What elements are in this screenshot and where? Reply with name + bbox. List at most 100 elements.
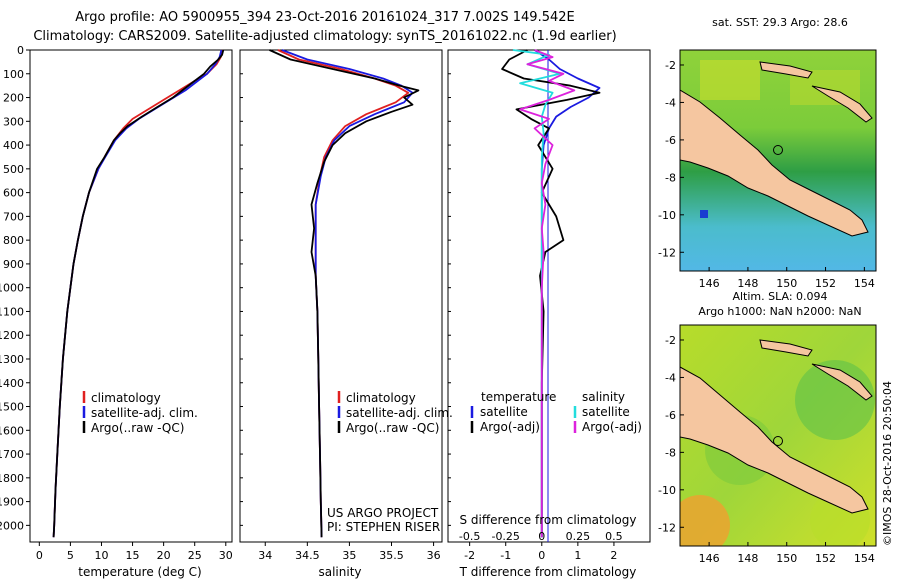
x-tick-label: -2 xyxy=(464,549,475,562)
sst-patch xyxy=(700,60,760,100)
temperature-legend-clim: climatology xyxy=(91,391,161,405)
salinity-axis-label: salinity xyxy=(318,565,361,579)
difference-legend-sal-sat: satellite xyxy=(582,405,630,419)
sst-patch xyxy=(700,210,708,218)
sst-map xyxy=(680,50,876,271)
x-tick-label: 20 xyxy=(157,549,171,562)
map-y-tick-label: -10 xyxy=(658,209,676,222)
map-x-tick-label: 152 xyxy=(815,277,836,290)
temperature-axes: 0100200300400500600700800900100011001200… xyxy=(0,44,233,562)
sla-map-frame xyxy=(679,324,877,547)
sst-island xyxy=(759,61,813,79)
y-tick-label: 200 xyxy=(3,92,24,105)
y-tick-label: 0 xyxy=(17,44,24,57)
difference-legend-temp-argo: Argo(-adj) xyxy=(480,420,540,434)
x-tick-label: 0 xyxy=(36,549,43,562)
map-x-tick-label: 148 xyxy=(737,552,758,565)
map-y-tick-label: -12 xyxy=(658,246,676,259)
difference-axes: -2 -1 0 1 2 -0.5 -0.25 0 0.25 0.5 xyxy=(448,49,623,562)
x-tick-label: 35 xyxy=(342,549,356,562)
figure-title-line2: Climatology: CARS2009. Satellite-adjuste… xyxy=(33,29,617,44)
temperature-legend: climatology satellite-adj. clim. Argo(..… xyxy=(82,391,198,435)
series-line-salinity-argo-adj- xyxy=(519,49,576,538)
map-y-tick-label: -2 xyxy=(665,334,676,347)
map-x-tick-label: 146 xyxy=(699,552,720,565)
temperature-legend-argo: Argo(..raw -QC) xyxy=(91,421,184,435)
y-tick-label: 1900 xyxy=(0,496,24,509)
x-tick-label: 34.5 xyxy=(295,549,320,562)
y-tick-label: 1000 xyxy=(0,282,24,295)
temperature-axis-label: temperature (deg C) xyxy=(78,565,201,579)
y-tick-label: 400 xyxy=(3,139,24,152)
series-line-temperature-argo-adj- xyxy=(501,49,601,538)
map-y-tick-label: -4 xyxy=(665,96,676,109)
salinity-panel-frame xyxy=(239,49,443,543)
y-tick-label: 1500 xyxy=(0,401,24,414)
y-tick-label: 500 xyxy=(3,163,24,176)
sst-map-title: sat. SST: 29.3 Argo: 28.6 xyxy=(712,16,848,29)
y-tick-label: 1200 xyxy=(0,329,24,342)
sla-map-axes: 146 148 150 152 154 -2 -4 -6 -8 -10 -12 xyxy=(658,334,875,565)
sla-map-subtitle: Argo h1000: NaN h2000: NaN xyxy=(698,305,861,318)
salinity-legend: climatology satellite-adj. clim. Argo(..… xyxy=(337,391,453,435)
y-tick-label: 1100 xyxy=(0,305,24,318)
x-tick-label: 25 xyxy=(188,549,202,562)
series-line-argo-raw-qc- xyxy=(52,49,225,538)
top-tick-label: 0 xyxy=(538,530,545,543)
y-tick-label: 1800 xyxy=(0,472,24,485)
sla-land-png xyxy=(680,366,869,514)
x-tick-label: 0 xyxy=(538,549,545,562)
project-credit: US ARGO PROJECT xyxy=(327,506,439,520)
x-tick-label: -1 xyxy=(500,549,511,562)
map-x-tick-label: 146 xyxy=(699,277,720,290)
sst-map-axes: 146 148 150 152 154 -2 -4 -6 -8 -10 -12 xyxy=(658,59,875,290)
series-line-satellite-adj-clim- xyxy=(52,49,223,538)
map-y-tick-label: -6 xyxy=(665,409,676,422)
map-y-tick-label: -2 xyxy=(665,59,676,72)
sst-land-png xyxy=(680,89,869,237)
y-tick-label: 700 xyxy=(3,210,24,223)
map-x-tick-label: 148 xyxy=(737,277,758,290)
y-tick-label: 100 xyxy=(3,68,24,81)
top-tick-label: 0.5 xyxy=(605,530,623,543)
top-tick-label: -0.5 xyxy=(459,530,480,543)
x-tick-label: 30 xyxy=(219,549,233,562)
y-tick-label: 600 xyxy=(3,187,24,200)
map-y-tick-label: -8 xyxy=(665,171,676,184)
y-tick-label: 300 xyxy=(3,115,24,128)
x-tick-label: 36 xyxy=(427,549,441,562)
sla-blob xyxy=(680,495,730,546)
difference-axis-label: T difference from climatology xyxy=(459,565,637,579)
series-line-climatology xyxy=(52,49,224,538)
map-x-tick-label: 154 xyxy=(854,277,875,290)
y-tick-label: 900 xyxy=(3,258,24,271)
series-line-argo-raw-qc- xyxy=(269,49,420,538)
map-x-tick-label: 150 xyxy=(776,277,797,290)
map-x-tick-label: 150 xyxy=(776,552,797,565)
salinity-legend-clim: climatology xyxy=(346,391,416,405)
salinity-axes: 34 34.5 35 35.5 36 xyxy=(240,49,441,562)
series-line-satellite-adj-clim- xyxy=(281,49,414,538)
series-line-temperature-satellite xyxy=(534,49,601,538)
sla-island xyxy=(811,363,873,401)
difference-legend-sal-argo: Argo(-adj) xyxy=(582,420,642,434)
x-tick-label: 10 xyxy=(94,549,108,562)
salinity-legend-sat: satellite-adj. clim. xyxy=(346,406,453,420)
sla-argo-marker xyxy=(773,436,783,446)
temperature-legend-sat: satellite-adj. clim. xyxy=(91,406,198,420)
difference-panel-frame xyxy=(447,49,651,543)
temperature-panel-frame xyxy=(29,49,233,543)
sst-island xyxy=(811,85,873,123)
y-tick-label: 1400 xyxy=(0,377,24,390)
difference-top-axis-label: S difference from climatology xyxy=(460,513,637,527)
sla-map-title: Altim. SLA: 0.094 xyxy=(732,290,827,303)
y-tick-label: 1600 xyxy=(0,424,24,437)
top-tick-label: 0.25 xyxy=(566,530,591,543)
pi-credit: PI: STEPHEN RISER xyxy=(327,520,440,534)
sla-map xyxy=(680,325,876,546)
map-x-tick-label: 154 xyxy=(854,552,875,565)
sst-argo-marker xyxy=(773,145,783,155)
map-y-tick-label: -10 xyxy=(658,484,676,497)
map-y-tick-label: -8 xyxy=(665,446,676,459)
